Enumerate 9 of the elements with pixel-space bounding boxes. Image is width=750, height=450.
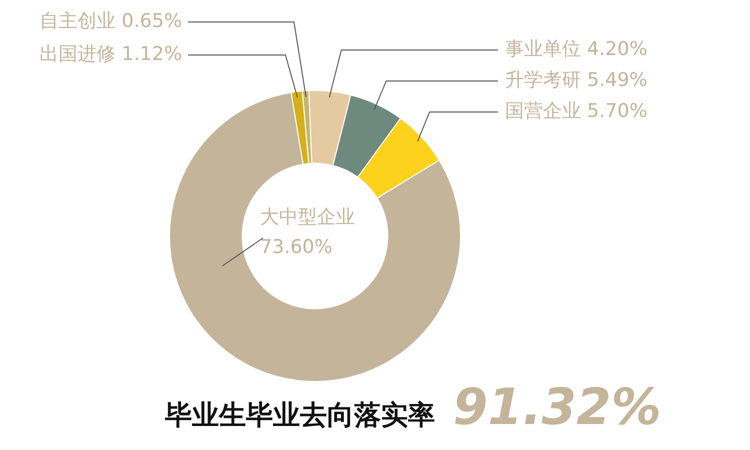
data-label: 73.60% [260, 236, 332, 258]
slice-label: 大中型企业 [260, 206, 355, 228]
slice-label: 国营企业 5.70% [505, 100, 648, 122]
text: 毕业生毕业去向落实率 [165, 399, 435, 433]
text: 91.32% [453, 378, 662, 436]
slice-label: 升学考研 5.49% [505, 68, 648, 91]
slice-label: 自主创业 0.65% [40, 10, 182, 32]
slice-label: 事业单位 4.20% [505, 38, 648, 60]
slice-label: 出国进修 1.12% [40, 42, 182, 65]
